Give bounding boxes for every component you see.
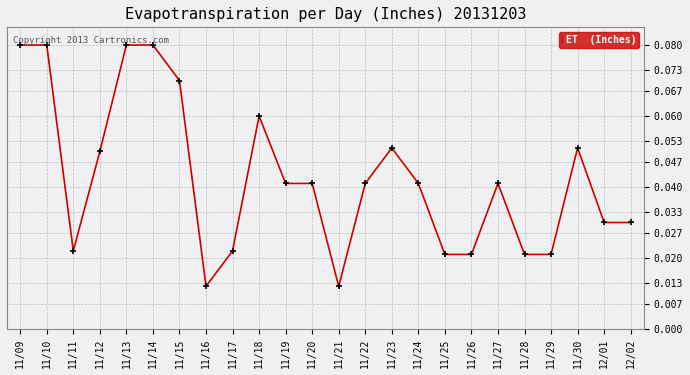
Text: Copyright 2013 Cartronics.com: Copyright 2013 Cartronics.com [13, 36, 169, 45]
Legend: ET  (Inches): ET (Inches) [559, 32, 639, 48]
Title: Evapotranspiration per Day (Inches) 20131203: Evapotranspiration per Day (Inches) 2013… [125, 7, 526, 22]
